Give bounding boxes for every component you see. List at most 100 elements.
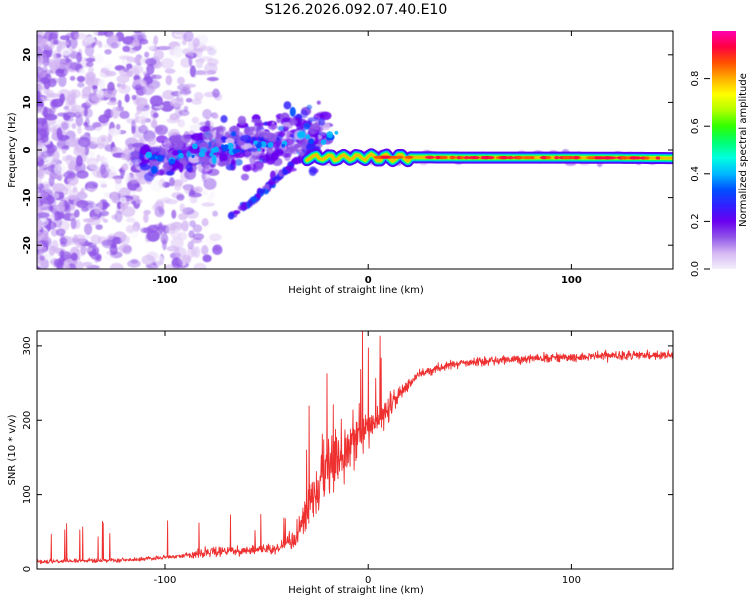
spectrogram-cell: [204, 173, 210, 181]
spectrogram-cell: [199, 125, 211, 133]
spectrogram-cell: [188, 192, 202, 198]
spectrogram-cell: [150, 120, 157, 129]
spectrogram-knot: [177, 149, 182, 154]
spectrogram-knot: [232, 148, 238, 154]
spectrogram-cell: [122, 245, 132, 255]
spectrogram-cell: [215, 130, 221, 140]
spectrogram-cell: [178, 231, 188, 241]
spectrogram-cell: [122, 36, 136, 45]
spectrogram-cell: [152, 112, 159, 119]
ridge-peak: [644, 156, 650, 160]
spectrogram-cell: [202, 254, 212, 263]
spectrogram-cell: [187, 241, 195, 250]
spectrogram-cell: [106, 101, 118, 106]
spectrogram-cell: [300, 109, 309, 119]
spectrogram-cell: [67, 236, 75, 246]
spectrogram-cell: [155, 255, 164, 267]
spectrogram-cell: [118, 55, 130, 60]
spectrogram-cell: [37, 42, 46, 53]
spectrogram-cell: [103, 255, 115, 261]
spectrogram-cell: [171, 209, 177, 219]
spectrogram-knot: [281, 143, 286, 148]
spectrogram-cell: [118, 84, 131, 94]
spectrogram-cell: [77, 125, 82, 135]
spectrogram-cell: [82, 261, 93, 267]
spectrogram-cell: [146, 45, 155, 50]
snr-y-tick-label: 200: [22, 411, 33, 430]
spectrogram-cell: [46, 93, 60, 98]
ridge-peak: [459, 156, 465, 160]
figure-title: S126.2026.092.07.40.E10: [265, 2, 448, 18]
spectrogram-cell: [183, 31, 194, 42]
spectrogram-cell: [213, 126, 224, 131]
spectrogram-cell: [182, 207, 195, 215]
spectrogram-cell: [108, 34, 117, 45]
spectrogram-cell: [179, 134, 192, 144]
spectrogram-cell: [161, 197, 171, 203]
spectrogram-cell: [59, 93, 65, 104]
spectrogram-cell: [64, 117, 74, 122]
spectrogram-cell: [230, 130, 237, 137]
spectrogram-knot: [253, 140, 258, 145]
spectrogram-knot: [191, 154, 195, 158]
spectrogram-cell: [192, 224, 203, 233]
spectrogram-cell: [37, 31, 42, 35]
spectrogram-cell: [37, 134, 42, 140]
spectrogram-knot: [198, 151, 205, 158]
spectrogram-cell: [134, 84, 143, 91]
colorbar-label: Normalized spectral amplitude: [738, 73, 749, 227]
spectrogram-cell: [70, 218, 77, 230]
spectrogram-knot: [156, 154, 164, 162]
spectrogram-cell: [37, 179, 43, 184]
spectrogram-cell: [201, 190, 209, 196]
spectrogram-cell: [90, 234, 102, 245]
spectrogram-cell: [132, 56, 143, 64]
spectrogram-cell: [37, 212, 50, 219]
spectrogram-cell: [156, 169, 165, 176]
spectrogram-y-tick-label: -20: [22, 236, 33, 254]
spectrogram-cell: [207, 58, 219, 67]
spectrogram-knot: [257, 148, 261, 152]
spectrogram-cell: [307, 117, 319, 122]
snr-series: [37, 331, 673, 565]
spectrogram-cell: [192, 233, 205, 241]
spectrogram-cell: [297, 155, 303, 164]
spectrogram-cell: [61, 121, 69, 131]
spectrogram-cell: [151, 204, 159, 211]
spectrogram-cell: [37, 77, 40, 83]
spectrogram-cell: [266, 147, 274, 155]
spectrogram-cell: [101, 239, 115, 249]
spectrogram-cell: [130, 42, 141, 47]
spectrogram-cell: [80, 187, 85, 196]
spectrogram-cell: [248, 199, 254, 206]
spectrogram-cell: [48, 245, 56, 256]
spectrogram-cell: [93, 138, 99, 145]
spectrogram-cell: [85, 61, 94, 68]
spectrogram-cell: [71, 123, 77, 129]
spectrogram-cell: [83, 107, 88, 117]
spectrogram-cell: [99, 69, 112, 78]
snr-panel: -100 0 100 0 100 200 300 Height of straight li…: [7, 330, 674, 596]
snr-x-tick-label: 100: [562, 575, 581, 586]
spectrogram-cell: [56, 202, 65, 213]
spectrogram-cell: [85, 57, 96, 63]
spectrogram-cell: [241, 173, 249, 181]
spectrogram-cell: [165, 75, 173, 86]
spectrogram-cell: [131, 67, 140, 75]
snr-y-axis-label: SNR (10 * v/v): [7, 414, 18, 485]
spectrogram-cell: [192, 37, 200, 48]
spectrogram-cell: [68, 89, 81, 99]
spectrogram-cell: [77, 82, 85, 88]
spectrogram-cell: [189, 195, 198, 204]
spectrogram-cell: [202, 109, 213, 119]
spectrogram-cell: [39, 255, 45, 261]
spectrogram-knot: [192, 143, 198, 150]
spectrogram-cell: [198, 141, 209, 150]
spectrogram-cell: [85, 76, 95, 86]
spectrogram-cell: [125, 217, 136, 223]
spectrogram-cell: [169, 46, 183, 59]
spectrogram-cell: [131, 119, 136, 132]
spectrogram-cell: [87, 216, 101, 226]
ridge-peak: [499, 156, 509, 160]
